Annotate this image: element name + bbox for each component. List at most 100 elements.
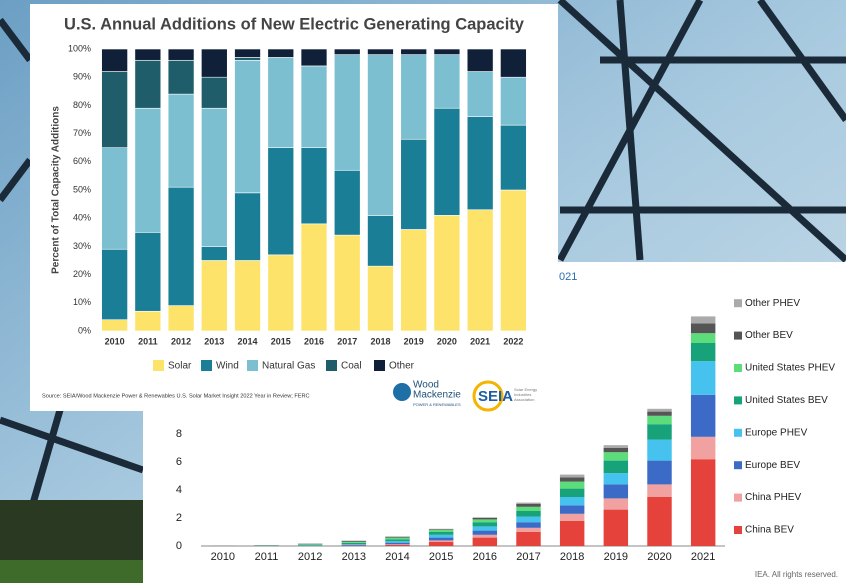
x-tick-label: 2010 [211, 551, 235, 563]
bar-segment [500, 189, 527, 332]
y-tick-label: 40% [73, 213, 91, 223]
bar-segment [428, 532, 454, 535]
bar-segment [559, 497, 585, 506]
x-tick-label: 2012 [171, 336, 191, 346]
bar-segment [647, 424, 672, 440]
bar-segment [201, 246, 228, 261]
bar-segment [603, 484, 629, 499]
logo-text: Industries [514, 392, 531, 397]
bar-segment [341, 544, 367, 546]
bar-segment [603, 460, 629, 474]
y-tick-label: 80% [73, 100, 91, 110]
legend-label: Solar [168, 361, 192, 372]
bar-segment [428, 534, 454, 538]
bar-segment [472, 518, 498, 520]
bar-segment [333, 169, 361, 236]
legend-label: China BEV [745, 525, 794, 536]
bar-segment [267, 48, 295, 58]
x-tick-label: 2018 [370, 336, 390, 346]
bar-segment [400, 48, 427, 55]
bar-segment [603, 473, 629, 485]
y-tick-label: 0% [78, 325, 91, 335]
bar-segment [167, 59, 195, 95]
bar-segment [472, 537, 498, 546]
bar-segment [647, 411, 672, 416]
bar-segment [690, 459, 716, 546]
x-tick-label: 2015 [271, 336, 291, 346]
bar-segment [234, 48, 261, 58]
bar-segment [385, 537, 410, 540]
bar-segment [333, 48, 361, 55]
y-tick-label: 6 [176, 456, 182, 468]
bar-segment [516, 516, 541, 523]
bar-segment [516, 502, 541, 504]
legend-label: United States PHEV [745, 363, 835, 374]
logo-text: Wood [413, 380, 439, 391]
bar-segment [559, 477, 585, 482]
bar-segment [603, 452, 629, 461]
y-tick-label: 10% [73, 297, 91, 307]
bar-segment [134, 48, 162, 61]
bar-segment [267, 147, 295, 256]
bar-segment [433, 215, 461, 332]
bar-segment [433, 107, 461, 216]
legend-label: Coal [341, 361, 362, 372]
y-tick-label: 2 [176, 512, 182, 524]
bar-segment [300, 147, 328, 225]
bar-segment [234, 59, 261, 194]
x-tick-label: 2018 [560, 551, 584, 563]
legend-swatch [734, 461, 742, 470]
bar-segment [647, 460, 672, 485]
legend-swatch [326, 360, 337, 371]
bar-segment [647, 497, 672, 546]
legend-swatch [201, 360, 212, 371]
bar-segment [385, 539, 410, 542]
bar-segment [167, 186, 195, 306]
bar-segment [367, 54, 394, 216]
bar-segment [559, 481, 585, 489]
bar-segment [341, 542, 367, 545]
bar-segment [428, 540, 454, 542]
bar-segment [367, 265, 394, 332]
y-tick-label: 20% [73, 269, 91, 279]
x-tick-label: 2020 [647, 551, 671, 563]
bar-segment [690, 361, 716, 395]
bar-segment [516, 527, 541, 532]
bar-segment [297, 543, 323, 545]
x-tick-label: 2021 [470, 336, 490, 346]
y-tick-label: 70% [73, 128, 91, 138]
x-tick-label: 2019 [404, 336, 424, 346]
bar-segment [385, 544, 410, 546]
bar-segment [516, 511, 541, 517]
legend-label: Europe PHEV [745, 427, 808, 438]
bar-segment [167, 48, 195, 61]
y-tick-label: 30% [73, 241, 91, 251]
bar-segment [559, 488, 585, 497]
bar-segment [500, 48, 527, 78]
bar-segment [603, 448, 629, 453]
bar-segment [101, 48, 128, 72]
bar-segment [433, 48, 461, 55]
legend-label: Wind [216, 361, 239, 372]
chart-title: 021 [559, 271, 577, 283]
legend-swatch [734, 364, 742, 372]
bar-segment [690, 323, 716, 334]
bar-segment [367, 48, 394, 55]
bar-segment [500, 76, 527, 126]
footer-note: IEA. All rights reserved. [755, 570, 838, 579]
bar-segment [516, 532, 541, 546]
legend-label: Other [389, 361, 415, 372]
bar-segment [472, 530, 498, 535]
bar-segment [690, 316, 716, 324]
bar-segment [647, 439, 672, 461]
bar-segment [297, 544, 323, 546]
x-tick-label: 2014 [238, 336, 258, 346]
bar-segment [134, 310, 162, 332]
bar-segment [167, 305, 195, 332]
bar-segment [333, 234, 361, 332]
legend-label: Europe BEV [745, 460, 800, 471]
legend-swatch [374, 360, 385, 371]
bar-segment [466, 48, 494, 72]
logo-icon [472, 380, 504, 412]
